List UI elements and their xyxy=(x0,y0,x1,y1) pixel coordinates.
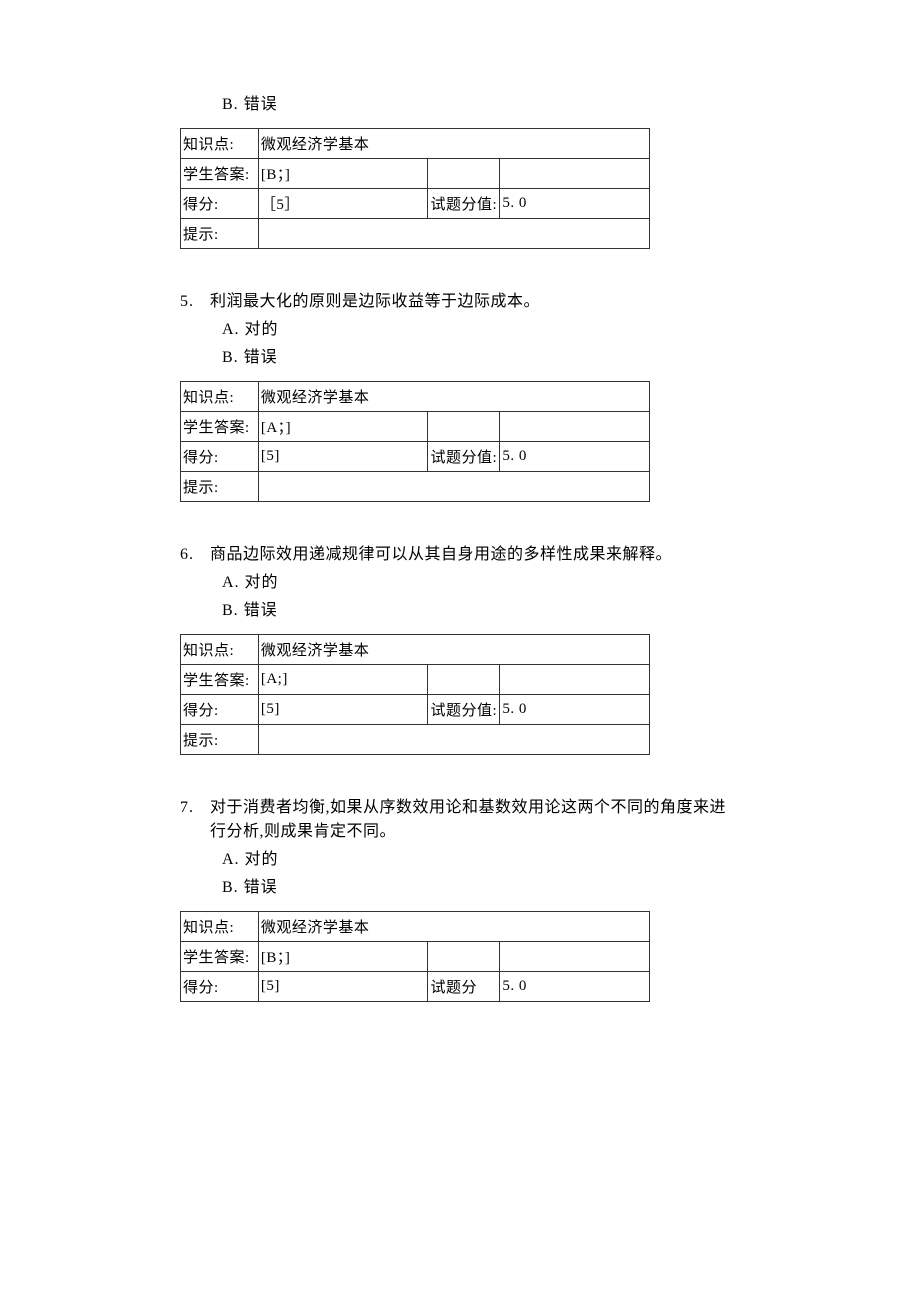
blank-cell xyxy=(428,412,500,442)
label-hint: 提示: xyxy=(181,472,259,502)
document-page: B. 错误 知识点: 微观经济学基本 学生答案: [B；] 得分: ［5］ 试题… xyxy=(0,0,920,1062)
answer-table-5: 知识点: 微观经济学基本 学生答案: [A；] 得分: [5] 试题分值: 5.… xyxy=(180,381,650,502)
label-item-value: 试题分值: xyxy=(428,695,500,725)
question-line: 6. 商品边际效用递减规律可以从其自身用途的多样性成果来解释。 xyxy=(180,540,740,564)
row-knowledge: 知识点: 微观经济学基本 xyxy=(181,635,650,665)
blank-cell xyxy=(428,665,500,695)
value-knowledge: 微观经济学基本 xyxy=(258,912,649,942)
question-line: 7. 对于消费者均衡,如果从序数效用论和基数效用论这两个不同的角度来进行分析,则… xyxy=(180,793,740,841)
row-student-answer: 学生答案: [A;] xyxy=(181,665,650,695)
question-4-tail: B. 错误 知识点: 微观经济学基本 学生答案: [B；] 得分: ［5］ 试题… xyxy=(180,90,740,249)
answer-table-4: 知识点: 微观经济学基本 学生答案: [B；] 得分: ［5］ 试题分值: 5.… xyxy=(180,128,650,249)
value-hint xyxy=(258,725,649,755)
answer-table-7: 知识点: 微观经济学基本 学生答案: [B；] 得分: [5] 试题分 5. 0 xyxy=(180,911,650,1002)
row-student-answer: 学生答案: [A；] xyxy=(181,412,650,442)
question-number: 5. xyxy=(180,293,210,311)
label-knowledge: 知识点: xyxy=(181,635,259,665)
blank-cell xyxy=(428,942,500,972)
blank-cell xyxy=(500,412,650,442)
value-item-value: 5. 0 xyxy=(500,442,650,472)
answer-table-6: 知识点: 微观经济学基本 学生答案: [A;] 得分: [5] 试题分值: 5.… xyxy=(180,634,650,755)
value-item-value: 5. 0 xyxy=(500,189,650,219)
value-score: [5] xyxy=(258,695,428,725)
label-student-answer: 学生答案: xyxy=(181,665,259,695)
option-b: B. 错误 xyxy=(180,90,740,114)
question-text: 商品边际效用递减规律可以从其自身用途的多样性成果来解释。 xyxy=(210,540,672,564)
row-hint: 提示: xyxy=(181,725,650,755)
question-7: 7. 对于消费者均衡,如果从序数效用论和基数效用论这两个不同的角度来进行分析,则… xyxy=(180,793,740,1002)
row-score: 得分: [5] 试题分 5. 0 xyxy=(181,972,650,1002)
label-score: 得分: xyxy=(181,442,259,472)
label-score: 得分: xyxy=(181,189,259,219)
row-score: 得分: [5] 试题分值: 5. 0 xyxy=(181,442,650,472)
label-student-answer: 学生答案: xyxy=(181,412,259,442)
value-hint xyxy=(258,472,649,502)
value-score: [5] xyxy=(258,972,428,1002)
value-student-answer: [A；] xyxy=(258,412,428,442)
question-text: 对于消费者均衡,如果从序数效用论和基数效用论这两个不同的角度来进行分析,则成果肯… xyxy=(210,793,740,841)
value-item-value: 5. 0 xyxy=(500,972,650,1002)
question-6: 6. 商品边际效用递减规律可以从其自身用途的多样性成果来解释。 A. 对的 B.… xyxy=(180,540,740,755)
label-knowledge: 知识点: xyxy=(181,129,259,159)
label-item-value: 试题分值: xyxy=(428,442,500,472)
label-item-value: 试题分值: xyxy=(428,189,500,219)
row-knowledge: 知识点: 微观经济学基本 xyxy=(181,129,650,159)
value-student-answer: [B；] xyxy=(258,159,428,189)
label-hint: 提示: xyxy=(181,725,259,755)
value-knowledge: 微观经济学基本 xyxy=(258,635,649,665)
question-number: 6. xyxy=(180,546,210,564)
option-b: B. 错误 xyxy=(180,596,740,620)
blank-cell xyxy=(500,665,650,695)
row-score: 得分: ［5］ 试题分值: 5. 0 xyxy=(181,189,650,219)
blank-cell xyxy=(500,942,650,972)
value-knowledge: 微观经济学基本 xyxy=(258,382,649,412)
question-5: 5. 利润最大化的原则是边际收益等于边际成本。 A. 对的 B. 错误 知识点:… xyxy=(180,287,740,502)
blank-cell xyxy=(500,159,650,189)
option-b: B. 错误 xyxy=(180,873,740,897)
option-b: B. 错误 xyxy=(180,343,740,367)
label-item-value: 试题分 xyxy=(428,972,500,1002)
value-hint xyxy=(258,219,649,249)
question-text: 利润最大化的原则是边际收益等于边际成本。 xyxy=(210,287,540,311)
label-knowledge: 知识点: xyxy=(181,912,259,942)
option-a: A. 对的 xyxy=(180,568,740,592)
question-line: 5. 利润最大化的原则是边际收益等于边际成本。 xyxy=(180,287,740,311)
row-score: 得分: [5] 试题分值: 5. 0 xyxy=(181,695,650,725)
row-knowledge: 知识点: 微观经济学基本 xyxy=(181,912,650,942)
label-hint: 提示: xyxy=(181,219,259,249)
row-hint: 提示: xyxy=(181,472,650,502)
label-student-answer: 学生答案: xyxy=(181,159,259,189)
label-knowledge: 知识点: xyxy=(181,382,259,412)
label-score: 得分: xyxy=(181,695,259,725)
row-student-answer: 学生答案: [B；] xyxy=(181,159,650,189)
value-student-answer: [A;] xyxy=(258,665,428,695)
row-hint: 提示: xyxy=(181,219,650,249)
blank-cell xyxy=(428,159,500,189)
option-a: A. 对的 xyxy=(180,845,740,869)
value-score: ［5］ xyxy=(258,189,428,219)
question-number: 7. xyxy=(180,799,210,817)
row-student-answer: 学生答案: [B；] xyxy=(181,942,650,972)
label-student-answer: 学生答案: xyxy=(181,942,259,972)
label-score: 得分: xyxy=(181,972,259,1002)
option-a: A. 对的 xyxy=(180,315,740,339)
value-score: [5] xyxy=(258,442,428,472)
value-student-answer: [B；] xyxy=(258,942,428,972)
row-knowledge: 知识点: 微观经济学基本 xyxy=(181,382,650,412)
value-knowledge: 微观经济学基本 xyxy=(258,129,649,159)
value-item-value: 5. 0 xyxy=(500,695,650,725)
